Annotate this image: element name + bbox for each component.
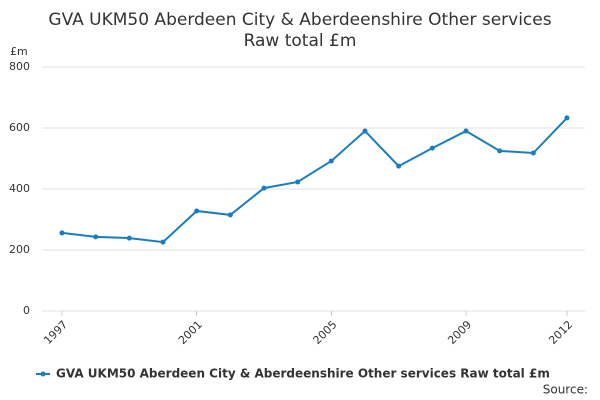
y-tick-label: 600 (9, 121, 30, 134)
x-tick-label: 2001 (176, 318, 205, 347)
source: Source: (543, 383, 588, 397)
point (160, 239, 166, 245)
point (362, 128, 368, 134)
point (328, 158, 334, 164)
point (497, 148, 503, 154)
chart-title: GVA UKM50 Aberdeen City & Aberdeenshire … (48, 10, 551, 30)
x-tick-label: 1997 (41, 318, 70, 347)
point (126, 235, 132, 241)
point (564, 115, 570, 121)
point (429, 145, 435, 151)
legend-label: GVA UKM50 Aberdeen City & Aberdeenshire … (56, 367, 550, 381)
point (93, 234, 99, 240)
line (61, 117, 568, 244)
y-tick-label: 400 (9, 182, 30, 195)
legend-swatch (40, 371, 46, 377)
y-tick-label: 200 (9, 243, 30, 256)
x-tick-label: 2012 (546, 318, 575, 347)
point (463, 128, 469, 134)
chart-title: Raw total £m (244, 31, 357, 51)
point (530, 150, 536, 156)
point (396, 163, 402, 169)
x-tick-label: 2005 (311, 318, 340, 347)
y-axis-label: £m (10, 45, 28, 58)
point (194, 208, 200, 214)
point (227, 212, 233, 218)
y-tick-label: 800 (9, 60, 30, 73)
point (59, 230, 65, 236)
point (295, 179, 301, 185)
y-tick-label: 0 (23, 304, 30, 317)
point (261, 185, 267, 191)
x-tick-label: 2009 (445, 318, 474, 347)
